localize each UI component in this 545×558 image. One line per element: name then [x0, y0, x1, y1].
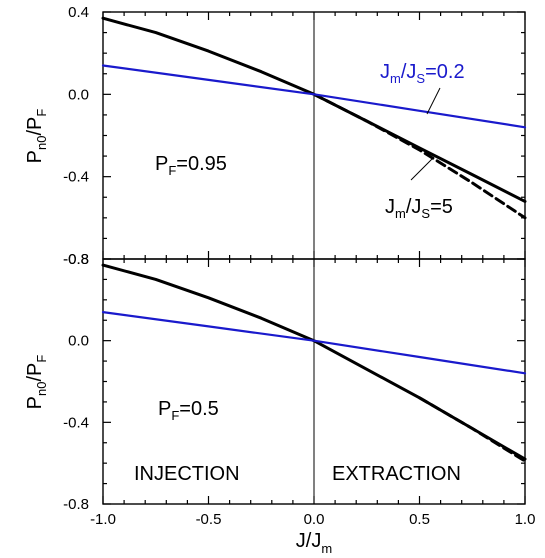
annotation-jm-js-5: Jm/JS=5 — [385, 196, 453, 221]
bottom-y-tick-label: -0.4 — [63, 414, 89, 431]
injection-label: INJECTION — [134, 463, 240, 485]
top-y-tick-label: 0.4 — [68, 4, 89, 21]
bottom-y-axis-label: Pn0/PF — [24, 355, 49, 410]
bottom-y-tick-label: 0.0 — [68, 333, 89, 350]
top-y-tick-labels: 0.4 0.0 -0.4 -0.8 — [63, 4, 89, 268]
annotation-pointer-blue — [426, 87, 441, 115]
top-series — [101, 16, 527, 220]
top-panel: 0.40.0-0.4-0.8 Pn0/PF PF=0.95 Jm/JS=0.2 … — [24, 4, 527, 268]
x-axis-label: J/Jm — [296, 530, 332, 556]
top-y-tick-label: -0.8 — [63, 251, 89, 268]
x-tick-label: 1.0 — [515, 511, 536, 528]
extraction-label: EXTRACTION — [332, 463, 461, 485]
top-series-1-dashed-thick — [312, 92, 527, 220]
bottom-series-1-dashed-thick — [418, 396, 527, 463]
bottom-pf-label: PF=0.5 — [158, 398, 219, 423]
annotation-pointer-black — [410, 156, 435, 181]
bottom-series-2-solid-blue — [101, 311, 527, 375]
top-series-2-solid-blue — [101, 64, 527, 129]
x-tick-label: 0.0 — [304, 511, 325, 528]
bottom-ticks — [102, 258, 526, 505]
top-y-tick-label: -0.4 — [63, 169, 89, 186]
top-pf-label: PF=0.95 — [155, 153, 227, 178]
top-ticks — [102, 11, 526, 260]
bottom-y-tick-label: -0.8 — [63, 251, 89, 268]
x-tick-label: 0.5 — [409, 511, 430, 528]
top-y-tick-label: 0.0 — [68, 86, 89, 103]
annotation-jm-js-0-2: Jm/JS=0.2 — [380, 61, 465, 86]
bottom-panel: -0.80.0-0.4-0.8 Pn0/PF PF=0.5 INJECTION … — [24, 251, 527, 513]
bottom-y-tick-labels: -0.8 0.0 -0.4 -0.8 — [63, 251, 89, 513]
x-tick-labels: -1.0 -0.5 0.0 0.5 1.0 — [90, 511, 535, 528]
bottom-y-tick-label: -0.8 — [63, 496, 89, 513]
x-tick-label: -0.5 — [196, 511, 222, 528]
bottom-series — [101, 263, 527, 463]
top-y-axis-label: Pn0/PF — [24, 109, 49, 164]
x-tick-label: -1.0 — [90, 511, 116, 528]
